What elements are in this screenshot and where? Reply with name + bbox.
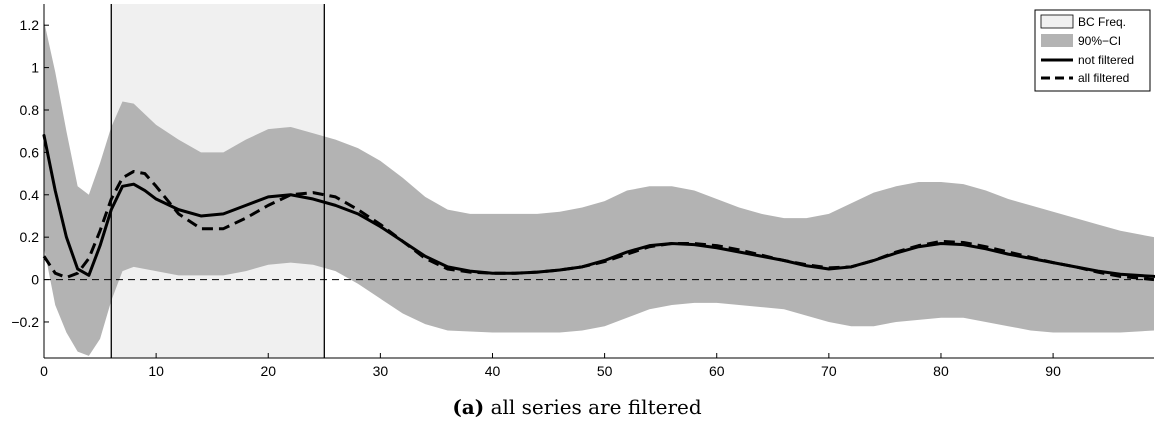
x-tick-label: 70 [821, 363, 837, 379]
y-tick-label: 1.2 [20, 17, 40, 33]
legend-swatch-bc-freq [1040, 14, 1074, 29]
y-tick-label: 0.2 [20, 229, 40, 245]
x-tick-label: 90 [1045, 363, 1061, 379]
x-tick-label: 10 [148, 363, 164, 379]
legend-label-bc-freq: BC Freq. [1078, 15, 1126, 29]
ci-band [44, 20, 1154, 356]
x-tick-label: 0 [40, 363, 48, 379]
x-tick-label: 30 [373, 363, 389, 379]
x-tick-label: 20 [260, 363, 276, 379]
y-tick-label: 0.4 [20, 187, 40, 203]
y-tick-label: 1 [31, 60, 39, 76]
x-tick-label: 60 [709, 363, 725, 379]
y-tick-label: 0.8 [20, 102, 40, 118]
y-tick-label: 0 [31, 272, 39, 288]
y-tick-label: 0.6 [20, 144, 40, 160]
axes: 0 10 20 30 40 50 60 70 80 90 −0.2 0 0.2 0.4 0.6 0.8 1 1.2 [11, 4, 1154, 379]
legend-label-all-filtered: all filtered [1078, 71, 1129, 85]
legend-label-not-filtered: not filtered [1078, 53, 1134, 67]
plot-area [42, 4, 1155, 358]
series-line-all-filtered [42, 169, 1155, 282]
y-tick-label: −0.2 [11, 314, 39, 330]
caption: (a) all series are filtered [452, 395, 702, 419]
legend: BC Freq. 90%−CI not filtered all filtere… [1034, 9, 1151, 92]
caption-label: (a) [452, 395, 484, 419]
caption-text: all series are filtered [491, 395, 702, 419]
x-tick-label: 50 [597, 363, 613, 379]
x-tick-label: 40 [485, 363, 501, 379]
x-tick-label: 80 [933, 363, 949, 379]
legend-label-ci: 90%−CI [1078, 34, 1121, 48]
legend-swatch-ci [1041, 34, 1073, 47]
